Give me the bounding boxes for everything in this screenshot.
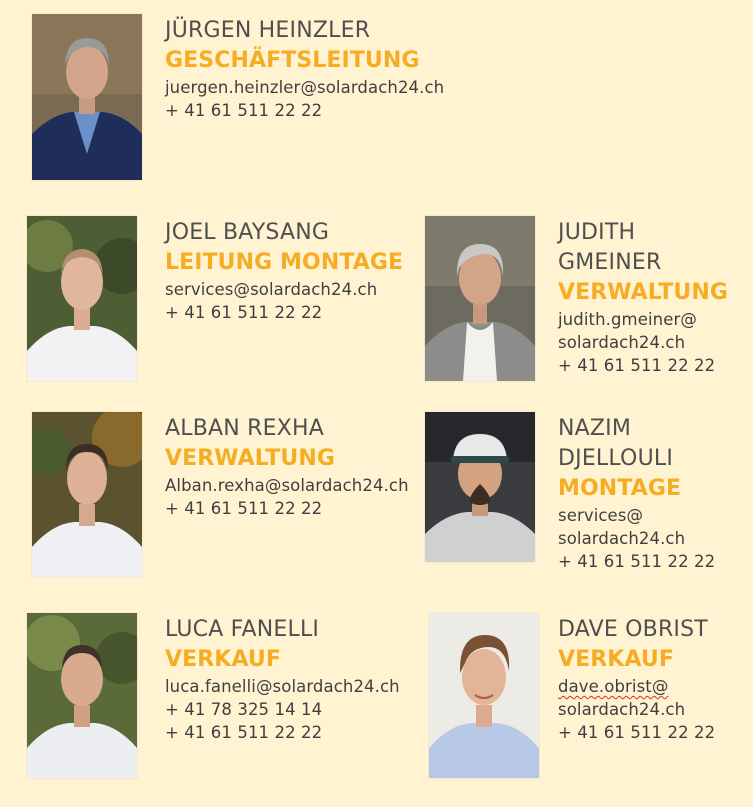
email-link[interactable]: Alban.rexha@solardach24.ch — [165, 476, 409, 495]
email-link-line-2[interactable]: solardach24.ch — [558, 333, 686, 352]
person-name: DAVE OBRIST — [558, 617, 708, 642]
person-role: VERWALTUNG — [558, 280, 729, 305]
portrait-photo-luca-fanelli — [27, 613, 137, 778]
person-name: NAZIM — [558, 416, 632, 441]
email-link[interactable]: judith.gmeiner@ — [558, 310, 697, 329]
person-role: VERKAUF — [165, 647, 281, 672]
person-role: LEITUNG MONTAGE — [165, 250, 404, 275]
mobile-number[interactable]: + 41 78 325 14 14 — [165, 700, 323, 719]
phone-number[interactable]: + 41 61 511 22 22 — [558, 356, 716, 375]
person-name: ALBAN REXHA — [165, 416, 324, 441]
email-link[interactable]: dave.obrist@ — [558, 677, 669, 696]
phone-number[interactable]: + 41 61 511 22 22 — [165, 303, 323, 322]
person-name-line-2: GMEINER — [558, 250, 662, 275]
email-link-line-2[interactable]: solardach24.ch — [558, 529, 686, 548]
phone-number[interactable]: + 41 61 511 22 22 — [165, 723, 323, 742]
phone-number[interactable]: + 41 61 511 22 22 — [165, 101, 323, 120]
email-link[interactable]: juergen.heinzler@solardach24.ch — [165, 78, 445, 97]
email-link-line-2[interactable]: solardach24.ch — [558, 700, 686, 719]
person-role: VERKAUF — [558, 647, 674, 672]
portrait-photo-nazim-djellouli — [425, 412, 535, 562]
person-role: GESCHÄFTSLEITUNG — [165, 48, 420, 73]
phone-number[interactable]: + 41 61 511 22 22 — [558, 723, 716, 742]
email-link[interactable]: services@solardach24.ch — [165, 280, 378, 299]
email-link[interactable]: services@ — [558, 506, 644, 525]
phone-number[interactable]: + 41 61 511 22 22 — [558, 552, 716, 571]
portrait-photo-alban-rexha — [32, 412, 142, 577]
phone-number[interactable]: + 41 61 511 22 22 — [165, 499, 323, 518]
person-role: VERWALTUNG — [165, 446, 336, 471]
portrait-photo-juergen-heinzler — [32, 14, 142, 180]
person-name-line-2: DJELLOULI — [558, 446, 674, 471]
person-role: MONTAGE — [558, 476, 682, 501]
person-name: JÜRGEN HEINZLER — [165, 18, 371, 43]
portrait-photo-joel-baysang — [27, 216, 137, 381]
person-name: JOEL BAYSANG — [165, 220, 330, 245]
portrait-photo-dave-obrist — [429, 613, 539, 778]
portrait-photo-judith-gmeiner — [425, 216, 535, 381]
person-name: JUDITH — [558, 220, 636, 245]
email-link[interactable]: luca.fanelli@solardach24.ch — [165, 677, 400, 696]
person-name: LUCA FANELLI — [165, 617, 320, 642]
